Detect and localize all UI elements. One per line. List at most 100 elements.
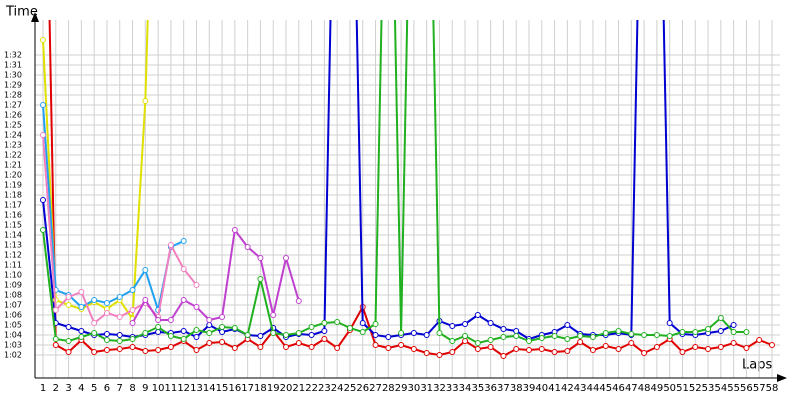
point (155, 329, 162, 335)
point (679, 329, 686, 335)
point (219, 314, 226, 320)
point (602, 330, 609, 336)
point (193, 327, 200, 333)
y-tick-label: 1:23 (4, 141, 22, 150)
point (551, 333, 558, 339)
x-tick-label: 6 (104, 383, 110, 394)
point (103, 300, 110, 306)
point (500, 353, 507, 359)
point (692, 329, 699, 335)
x-tick-label: 46 (612, 383, 625, 394)
x-tick-label: 34 (459, 383, 472, 394)
x-tick-label: 45 (599, 383, 612, 394)
point (78, 289, 85, 295)
x-tick-label: 30 (408, 383, 421, 394)
x-tick-label: 52 (689, 383, 702, 394)
point (180, 238, 187, 244)
x-tick-label: 33 (446, 383, 459, 394)
point (692, 344, 699, 350)
x-tick-label: 40 (535, 383, 548, 394)
x-tick-label: 25 (344, 383, 357, 394)
x-tick-label: 50 (663, 383, 676, 394)
point (666, 320, 673, 326)
y-tick-label: 1:06 (4, 311, 22, 320)
point (180, 297, 187, 303)
point (52, 342, 59, 348)
point (334, 319, 341, 325)
x-tick-label: 32 (433, 383, 446, 394)
point (116, 338, 123, 344)
point (295, 340, 302, 346)
point (206, 330, 213, 336)
point (129, 336, 136, 342)
x-tick-label: 3 (65, 383, 71, 394)
y-tick-label: 1:19 (4, 181, 22, 190)
point (167, 242, 174, 248)
x-tick-label: 20 (280, 383, 293, 394)
x-tick-label: 12 (177, 383, 190, 394)
y-tick-label: 1:04 (4, 331, 22, 340)
x-tick-label: 44 (587, 383, 600, 394)
point (283, 332, 289, 338)
point (270, 330, 277, 336)
point (65, 294, 72, 300)
x-tick-label: 7 (117, 383, 123, 394)
x-tick-label: 49 (651, 383, 664, 394)
point (449, 323, 456, 329)
point (717, 344, 724, 350)
x-tick-label: 14 (203, 383, 216, 394)
x-tick-label: 24 (331, 383, 344, 394)
point (142, 330, 149, 336)
x-tick-label: 11 (165, 383, 178, 394)
x-tick-label: 21 (292, 383, 305, 394)
point (743, 345, 750, 351)
x-tick-label: 43 (574, 383, 587, 394)
point (564, 348, 571, 354)
point (193, 282, 200, 288)
point (538, 335, 545, 341)
point (283, 255, 289, 261)
point (577, 333, 584, 339)
x-tick-label: 38 (510, 383, 523, 394)
x-tick-label: 55 (727, 383, 740, 394)
point (167, 333, 174, 339)
point (295, 330, 302, 336)
point (449, 338, 456, 344)
point (474, 346, 481, 352)
point (526, 347, 532, 353)
point (142, 348, 149, 354)
point (231, 325, 238, 331)
point (180, 266, 187, 272)
point (129, 344, 136, 350)
point (730, 329, 737, 335)
point (116, 346, 123, 352)
x-tick-label: 51 (676, 383, 689, 394)
point (705, 326, 712, 332)
point (513, 333, 520, 339)
point (40, 227, 46, 233)
x-tick-label: 37 (497, 383, 510, 394)
x-tick-label: 22 (305, 383, 318, 394)
point (270, 312, 277, 318)
x-tick-label: 28 (382, 383, 395, 394)
x-tick-label: 23 (318, 383, 331, 394)
point (513, 346, 520, 352)
point (462, 338, 469, 344)
point (219, 329, 226, 335)
x-tick-label: 2 (53, 383, 59, 394)
point (589, 347, 596, 353)
point (129, 320, 136, 326)
series-line (48, 20, 773, 358)
point (206, 322, 213, 328)
point (308, 324, 315, 330)
point (538, 346, 545, 352)
y-tick-label: 1:10 (4, 271, 22, 280)
point (359, 329, 366, 335)
point (193, 304, 200, 310)
point (756, 337, 763, 343)
point (641, 332, 648, 338)
series-line (42, 20, 747, 345)
x-tick-label: 13 (190, 383, 203, 394)
point (730, 322, 737, 328)
y-tick-label: 1:07 (4, 301, 22, 310)
